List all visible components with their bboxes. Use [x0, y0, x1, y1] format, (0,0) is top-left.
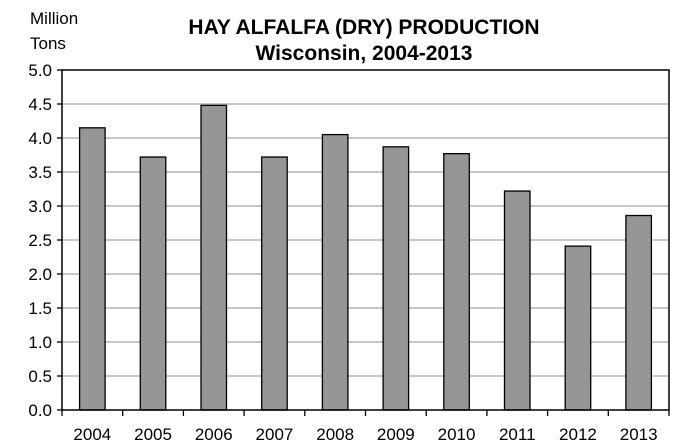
- x-tick-label-2009: 2009: [377, 425, 415, 444]
- y-tick-label: 1.0: [28, 333, 52, 352]
- bar-2010: [443, 152, 470, 411]
- x-tick-label-2004: 2004: [73, 425, 111, 444]
- bar-2004: [78, 127, 106, 411]
- bars: [78, 104, 653, 411]
- bar-2009: [382, 146, 410, 411]
- x-tick-label-2013: 2013: [620, 425, 658, 444]
- y-tick-label: 3.5: [28, 163, 52, 182]
- bar-2006: [200, 104, 228, 411]
- chart-subtitle: Wisconsin, 2004-2013: [256, 42, 473, 65]
- x-tick-label-2007: 2007: [256, 425, 294, 444]
- y-axis-label-line-2: Tons: [30, 34, 66, 53]
- plot-area-frame: [61, 69, 670, 411]
- y-tick-label: 1.5: [28, 299, 52, 318]
- y-axis-label-line-1: Million: [30, 9, 78, 28]
- bar-2007: [261, 156, 288, 411]
- x-tick-label-2010: 2010: [438, 425, 476, 444]
- y-tick-label: 2.5: [28, 231, 52, 250]
- x-tick-label-2012: 2012: [559, 425, 597, 444]
- bar-2005: [139, 156, 167, 411]
- y-tick-label: 0.0: [28, 401, 52, 420]
- x-tick-label-2005: 2005: [134, 425, 172, 444]
- chart-title: HAY ALFALFA (DRY) PRODUCTION: [188, 16, 539, 39]
- y-tick-label: 5.0: [28, 61, 52, 80]
- x-tick-label-2006: 2006: [195, 425, 233, 444]
- y-axis-ticks: 0.0 0.5 1.0 1.5 2.0 2.5 3.0 3.5 4.0 4.5 5.0: [28, 61, 62, 420]
- y-tick-label: 0.5: [28, 367, 52, 386]
- x-tick-label-2008: 2008: [316, 425, 354, 444]
- bar-2011: [503, 190, 531, 411]
- x-tick-label-2011: 2011: [499, 425, 536, 444]
- bar-2012: [564, 245, 592, 411]
- bar-2008: [321, 133, 349, 411]
- x-axis-ticks: 2004 2005 2006 2007 2008 2009 2010 2011 2012 2013: [61, 410, 670, 444]
- y-tick-label: 4.5: [28, 95, 52, 114]
- y-tick-label: 4.0: [28, 129, 52, 148]
- y-tick-label: 2.0: [28, 265, 52, 284]
- y-tick-label: 3.0: [28, 197, 52, 216]
- bar-2013: [625, 214, 653, 411]
